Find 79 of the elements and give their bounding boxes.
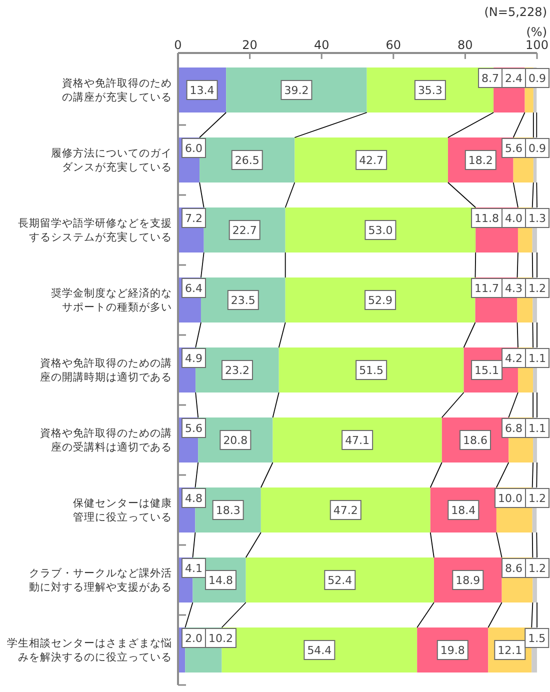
data-label: 52.4	[328, 574, 352, 587]
data-label: 54.4	[307, 644, 332, 657]
data-label: 42.7	[359, 154, 384, 167]
text: (N=5,228)	[484, 5, 547, 19]
y-tick-label: 資格や免許取得のための講座が充実している	[62, 76, 172, 104]
bar	[278, 348, 464, 392]
data-label: 18.9	[456, 574, 480, 587]
data-label: 51.5	[359, 364, 384, 377]
data-label: 1.2	[528, 562, 546, 575]
bar	[272, 418, 442, 462]
data-label: 18.6	[463, 434, 488, 447]
y-tick-label: 資格や免許取得のための講座の開講時期は適切である	[40, 356, 172, 384]
data-label: 18.3	[216, 504, 240, 517]
data-label: 12.1	[498, 644, 522, 657]
data-label: 0.9	[528, 72, 546, 85]
x-tick-label: 80	[458, 38, 473, 52]
data-label: 52.9	[368, 294, 393, 307]
data-label: 1.1	[528, 422, 546, 435]
data-label: 4.2	[505, 352, 523, 365]
y-tick-label: 履修方法についてのガイダンスが充実している	[51, 146, 172, 174]
x-tick-label: 100	[526, 38, 548, 52]
data-label: 5.6	[184, 422, 202, 435]
data-label: 6.8	[505, 422, 523, 435]
data-label: 1.3	[528, 212, 546, 225]
y-tick-label: 学生相談センターはさまざまな悩みを解決するのに役立っている	[7, 636, 172, 664]
data-label: 4.1	[184, 562, 202, 575]
data-label: 1.2	[528, 492, 546, 505]
x-tick-label: 0	[174, 38, 182, 52]
data-label: 35.3	[418, 84, 442, 97]
data-label: 14.8	[208, 574, 233, 587]
data-label: 23.2	[224, 364, 250, 377]
data-label: 23.5	[230, 294, 256, 307]
y-tick-label: クラブ・サークルなど課外活動に対する理解や支援がある	[29, 566, 172, 594]
data-label: 6.4	[184, 282, 202, 295]
data-label: 4.0	[505, 212, 523, 225]
data-label: 8.6	[505, 562, 523, 575]
data-label: 7.2	[184, 212, 202, 225]
y-tick-label: 奨学金制度など経済的なサポートの種類が多い	[51, 286, 172, 314]
data-label: 19.8	[440, 644, 465, 657]
data-label: 10.0	[498, 492, 523, 505]
y-tick-label: 保健センターは健康管理に役立っている	[73, 496, 172, 524]
y-tick-label: 資格や免許取得のための講座の受講料は適切である	[40, 426, 172, 454]
bar	[246, 558, 434, 602]
data-label: 22.7	[232, 224, 257, 237]
data-label: 47.1	[345, 434, 370, 447]
data-label: 26.5	[234, 154, 260, 167]
data-label: 47.2	[333, 504, 358, 517]
data-label: 2.0	[184, 632, 202, 645]
x-axis-title: (%)	[526, 25, 547, 39]
bar	[285, 278, 476, 322]
data-label: 0.9	[528, 142, 546, 155]
bar	[294, 138, 448, 182]
data-label: 11.8	[474, 212, 500, 225]
data-label: 2.4	[505, 72, 523, 85]
x-tick-label: 60	[386, 38, 402, 52]
data-label: 10.2	[208, 632, 233, 645]
data-label: 15.1	[474, 364, 500, 377]
data-label: 18.2	[468, 154, 493, 167]
data-label: 1.5	[528, 632, 546, 645]
data-label: 5.6	[505, 142, 523, 155]
data-label: 1.1	[528, 352, 546, 365]
data-label: 39.2	[284, 84, 309, 97]
data-label: 6.0	[184, 142, 202, 155]
data-label: 13.4	[190, 84, 214, 97]
data-label: 18.4	[451, 504, 476, 517]
data-label: 4.3	[505, 282, 523, 295]
data-label: 53.0	[368, 224, 393, 237]
x-tick-label: 20	[242, 38, 258, 52]
data-label: 11.7	[474, 282, 500, 295]
data-label: 8.7	[482, 72, 500, 85]
data-label: 20.8	[223, 434, 248, 447]
x-tick-label: 40	[314, 38, 330, 52]
data-label: 1.2	[528, 282, 546, 295]
y-tick-label: 長期留学や語学研修などを支援するシステムが充実している	[18, 216, 172, 244]
data-label: 4.8	[184, 492, 202, 505]
bar	[226, 68, 367, 112]
bar	[260, 488, 430, 532]
data-label: 4.9	[184, 352, 202, 365]
bar	[285, 208, 476, 252]
